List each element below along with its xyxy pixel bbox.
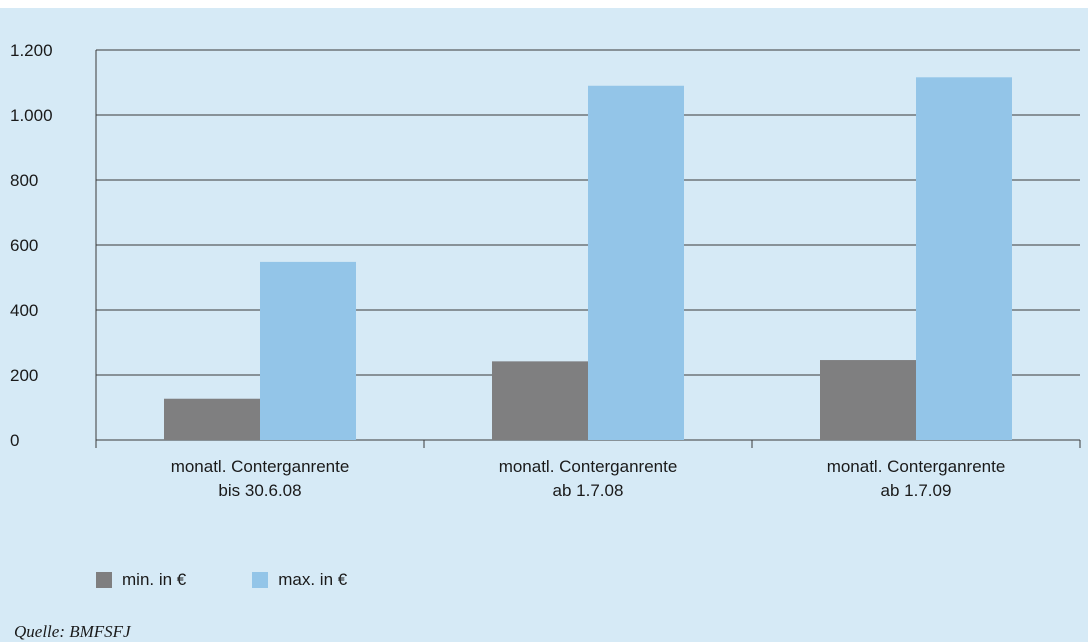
x-category-label: monatl. Conterganrente — [827, 457, 1006, 476]
y-tick-label: 1.000 — [10, 106, 53, 125]
legend: min. in € max. in € — [96, 570, 347, 590]
x-category-label: bis 30.6.08 — [218, 481, 301, 500]
y-tick-label: 1.200 — [10, 41, 53, 60]
chart-panel: 0 200 400 600 800 1.000 1.200 monatl. Contergan… — [0, 8, 1088, 642]
legend-swatch-min — [96, 572, 112, 588]
bar-min — [820, 360, 916, 440]
bar-max — [588, 85, 684, 440]
bar-min — [492, 361, 588, 440]
legend-label-min: min. in € — [122, 570, 187, 589]
bar-max — [916, 77, 1012, 441]
legend-item-max: max. in € — [252, 570, 347, 590]
bar-min — [164, 398, 260, 440]
x-category-label: ab 1.7.09 — [881, 481, 952, 500]
y-tick-label: 400 — [10, 301, 38, 320]
x-category-label: monatl. Conterganrente — [171, 457, 350, 476]
bar-chart: 0 200 400 600 800 1.000 1.200 monatl. Contergan… — [10, 41, 1081, 500]
y-tick-label: 0 — [10, 431, 19, 450]
y-tick-label: 600 — [10, 236, 38, 255]
legend-swatch-max — [252, 572, 269, 588]
bar-max — [260, 261, 356, 440]
x-category-label: ab 1.7.08 — [553, 481, 624, 500]
legend-label-max: max. in € — [278, 570, 348, 589]
y-tick-label: 200 — [10, 366, 38, 385]
legend-item-min: min. in € — [96, 570, 186, 590]
y-tick-label: 800 — [10, 171, 38, 190]
source-note: Quelle: BMFSFJ — [14, 622, 131, 641]
x-category-label: monatl. Conterganrente — [499, 457, 678, 476]
